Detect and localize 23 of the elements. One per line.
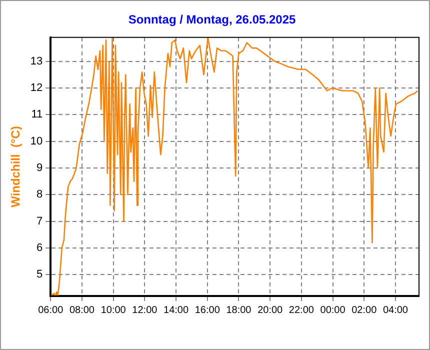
y-tick-label: 13 [30,55,43,68]
x-tick-label: 06:00 [38,304,64,316]
y-tick-label: 9 [36,162,43,174]
y-tick-label: 8 [36,188,43,201]
y-axis-title: Windchill (°C) [8,126,23,208]
x-tick-label: 18:00 [226,304,252,316]
x-tick-label: 08:00 [69,304,95,316]
x-tick-label: 04:00 [382,304,408,316]
y-tick-label: 6 [36,242,43,254]
y-tick-label: 5 [36,268,43,281]
x-tick-label: 16:00 [194,304,220,316]
y-tick-label: 7 [36,215,43,228]
y-tick-label: 10 [30,135,43,148]
x-tick-label: 00:00 [320,304,346,316]
x-tick-label: 12:00 [132,304,158,316]
x-tick-label: 14:00 [164,304,189,316]
y-tick-label: 12 [30,82,43,94]
chart-title: Sonntag / Montag, 26.05.2025 [128,12,296,27]
y-tick-label: 11 [31,108,43,121]
x-tick-label: 20:00 [258,304,284,316]
x-tick-label: 02:00 [352,304,378,316]
x-tick-label: 22:00 [288,304,314,316]
x-tick-label: 10:00 [100,304,126,316]
